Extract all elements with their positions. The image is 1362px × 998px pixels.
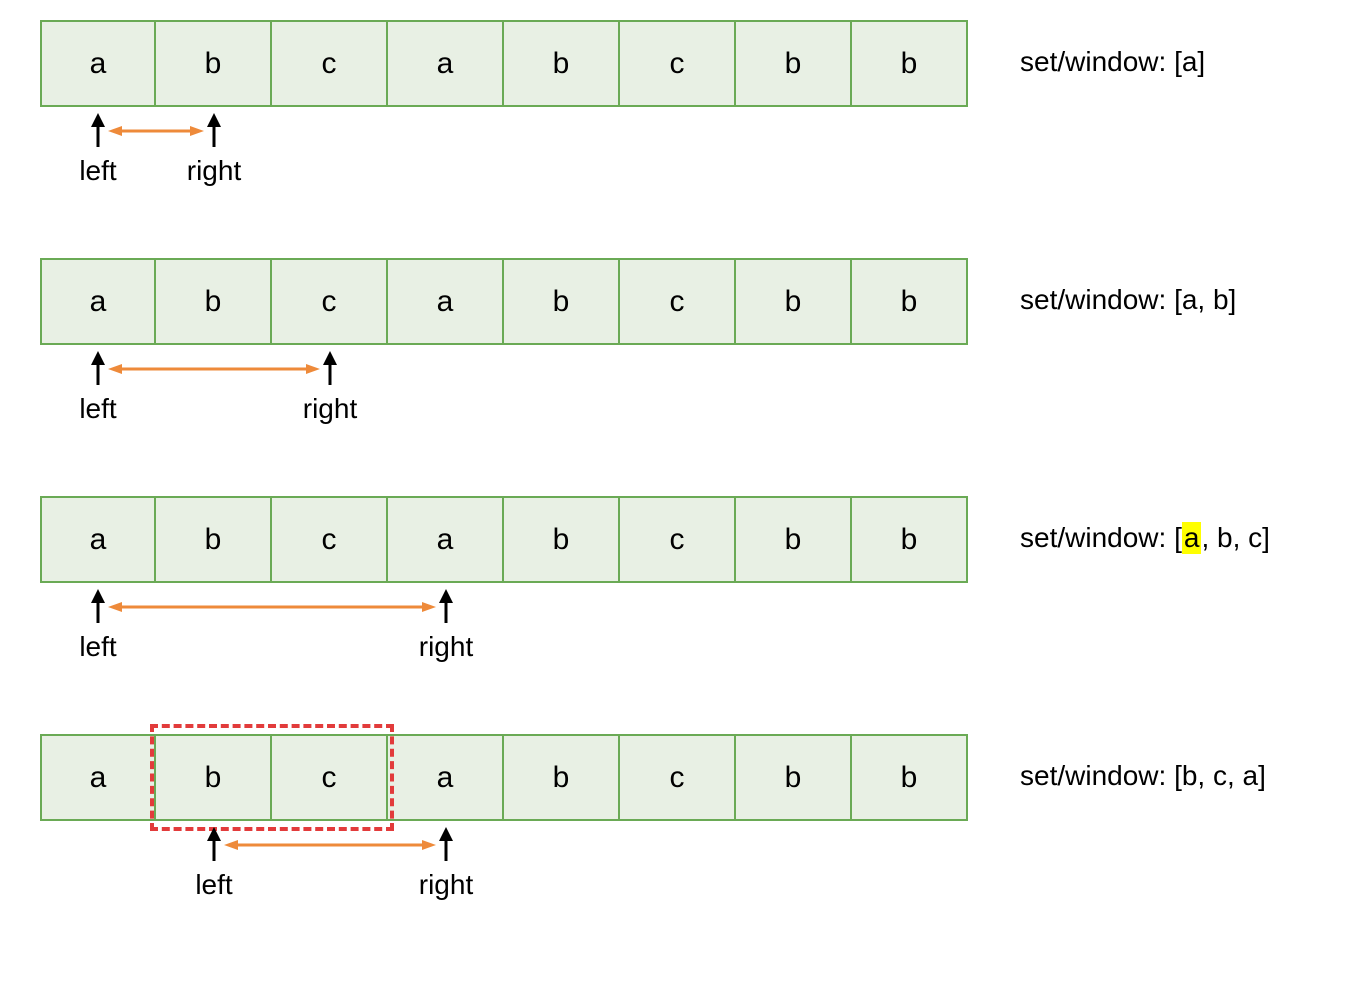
array-cell: b (504, 258, 620, 345)
left-pointer-label: left (58, 155, 138, 187)
array-row: abcabcbb (40, 20, 968, 107)
array-cell: a (40, 20, 156, 107)
array-cell: b (156, 734, 272, 821)
right-pointer-label: right (406, 631, 486, 663)
array-cell: b (736, 734, 852, 821)
array-cell: b (852, 496, 968, 583)
array-cell: b (852, 734, 968, 821)
right-pointer-label: right (174, 155, 254, 187)
step-0: abcabcbb leftrightset/window: [a] (20, 20, 1342, 200)
array-cell: b (736, 258, 852, 345)
right-pointer-label: right (290, 393, 370, 425)
step-2: abcabcbb leftrightset/window: [a, b, c] (20, 496, 1342, 676)
array-cell: b (736, 20, 852, 107)
set-prefix: set/window: (1020, 760, 1174, 791)
array-cell: a (388, 258, 504, 345)
array-cell: c (620, 734, 736, 821)
set-window-label: set/window: [a] (1020, 46, 1205, 78)
set-content: [b, c, a] (1174, 760, 1266, 791)
step-3: abcabcbb leftrightset/window: [b, c, a] (20, 734, 1342, 914)
array-cell: a (388, 20, 504, 107)
array-cell: b (852, 258, 968, 345)
set-prefix: set/window: (1020, 46, 1174, 77)
array-cell: b (156, 20, 272, 107)
array-cell: c (620, 20, 736, 107)
set-content: [a] (1174, 46, 1205, 77)
array-cell: b (736, 496, 852, 583)
array-row: abcabcbb (40, 496, 968, 583)
left-pointer-label: left (58, 631, 138, 663)
set-window-label: set/window: [b, c, a] (1020, 760, 1266, 792)
set-prefix: set/window: (1020, 522, 1174, 553)
array-row: abcabcbb (40, 258, 968, 345)
highlighted-char: a (1182, 522, 1202, 554)
set-content: [a, b, c] (1174, 522, 1270, 553)
right-pointer-label: right (406, 869, 486, 901)
array-cell: b (504, 734, 620, 821)
array-row: abcabcbb (40, 734, 968, 821)
array-cell: c (272, 496, 388, 583)
set-content: [a, b] (1174, 284, 1236, 315)
array-cell: a (40, 734, 156, 821)
array-cell: a (388, 496, 504, 583)
set-prefix: set/window: (1020, 284, 1174, 315)
array-cell: c (272, 20, 388, 107)
array-cell: b (156, 258, 272, 345)
set-window-label: set/window: [a, b] (1020, 284, 1236, 316)
set-window-label: set/window: [a, b, c] (1020, 522, 1270, 554)
array-cell: a (40, 258, 156, 345)
array-cell: c (620, 258, 736, 345)
left-pointer-label: left (58, 393, 138, 425)
array-cell: a (40, 496, 156, 583)
array-cell: b (504, 496, 620, 583)
diagram-root: abcabcbb leftrightset/window: [a]abcabcb… (20, 20, 1342, 914)
array-cell: c (272, 258, 388, 345)
step-1: abcabcbb leftrightset/window: [a, b] (20, 258, 1342, 438)
left-pointer-label: left (174, 869, 254, 901)
array-cell: b (852, 20, 968, 107)
array-cell: a (388, 734, 504, 821)
array-cell: c (620, 496, 736, 583)
array-cell: b (504, 20, 620, 107)
array-cell: b (156, 496, 272, 583)
array-cell: c (272, 734, 388, 821)
